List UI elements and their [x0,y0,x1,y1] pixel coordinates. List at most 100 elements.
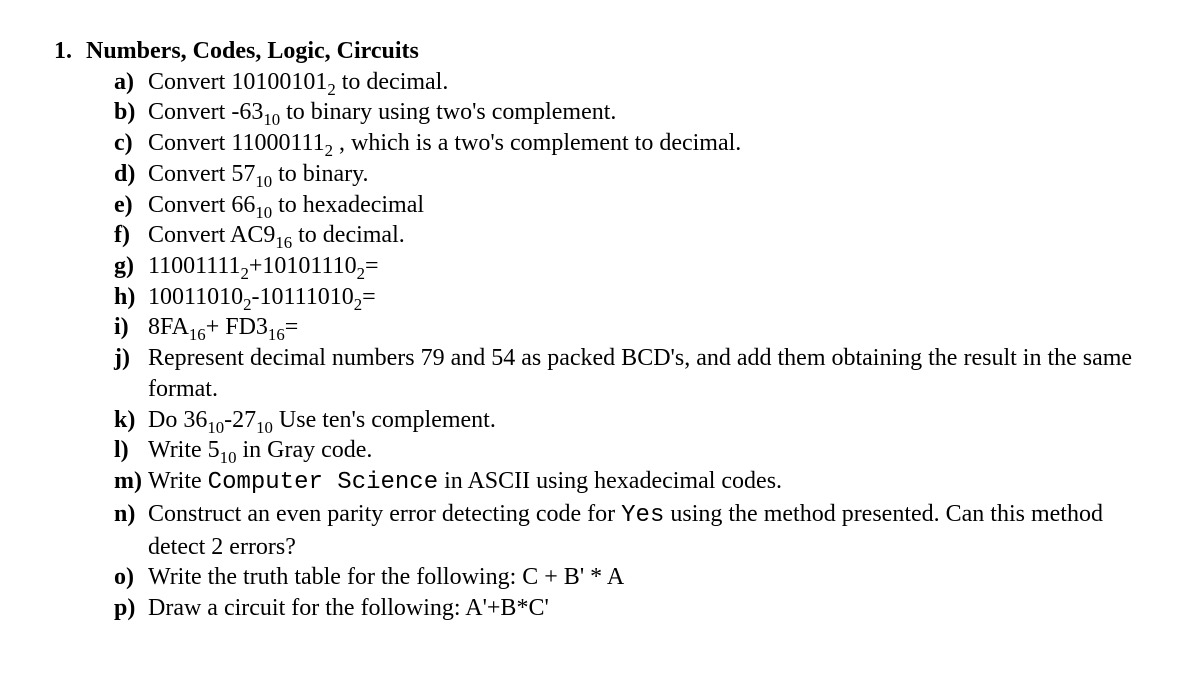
subpart-j: j) Represent decimal numbers 79 and 54 a… [114,343,1146,404]
subpart-text: Convert 5710 to binary. [148,159,1146,190]
number: 10111010 [260,284,354,310]
operator: + [206,314,226,340]
question-title: Numbers, Codes, Logic, Circuits [86,36,419,67]
operator: - [224,407,232,433]
text: in ASCII using hexadecimal codes. [438,468,782,494]
subpart-text: Represent decimal numbers 79 and 54 as p… [148,343,1146,404]
code-text: Computer Science [208,469,438,496]
subscript: 2 [327,80,335,99]
operator: + [249,253,263,279]
subpart-text: Convert -6310 to binary using two's comp… [148,97,1146,128]
text: Do [148,407,183,433]
text: to hexadecimal [272,192,424,218]
text: Convert [148,192,231,218]
text: = [365,253,379,279]
subpart-g: g) 110011112+101011102= [114,251,1146,282]
subpart-marker: p) [114,593,148,624]
number: 11000111 [231,130,324,156]
subpart-b: b) Convert -6310 to binary using two's c… [114,97,1146,128]
subpart-c: c) Convert 110001112 , which is a two's … [114,128,1146,159]
number: 5 [208,437,220,463]
subpart-h: h) 100110102-101110102= [114,282,1146,313]
number: 10100101 [231,69,327,95]
text: in Gray code. [236,437,372,463]
operator: - [252,284,260,310]
number: 57 [231,161,255,187]
subpart-text: 100110102-101110102= [148,282,1146,313]
question-number: 1. [54,36,86,67]
subscript: 2 [354,295,362,314]
text: Convert [148,99,231,125]
text: to decimal. [336,69,449,95]
subpart-text: Convert AC916 to decimal. [148,220,1146,251]
subpart-i: i) 8FA16+ FD316= [114,312,1146,343]
number: 10101110 [262,253,356,279]
subpart-marker: l) [114,435,148,466]
number: AC9 [230,222,275,248]
subpart-marker: h) [114,282,148,313]
subscript: 10 [256,417,273,436]
subpart-marker: d) [114,159,148,190]
text: = [285,314,299,340]
number: 11001111 [148,253,240,279]
subpart-l: l) Write 510 in Gray code. [114,435,1146,466]
subpart-k: k) Do 3610-2710 Use ten's complement. [114,405,1146,436]
question-list: 1. Numbers, Codes, Logic, Circuits a) Co… [54,36,1146,624]
subscript: 10 [255,172,272,191]
number: 66 [231,192,255,218]
subpart-marker: o) [114,562,148,593]
subpart-e: e) Convert 6610 to hexadecimal [114,190,1146,221]
subpart-text: 110011112+101011102= [148,251,1146,282]
number: FD3 [225,314,268,340]
subpart-o: o) Write the truth table for the followi… [114,562,1146,593]
text: = [362,284,376,310]
subpart-n: n) Construct an even parity error detect… [114,499,1146,562]
subpart-text: Convert 101001012 to decimal. [148,67,1146,98]
subpart-marker: a) [114,67,148,98]
code-text: Yes [621,502,664,529]
text: Construct an even parity error detecting… [148,501,621,527]
subpart-marker: g) [114,251,148,282]
subpart-text: Write 510 in Gray code. [148,435,1146,466]
number: 27 [232,407,256,433]
subpart-text: Convert 110001112 , which is a two's com… [148,128,1146,159]
subpart-marker: f) [114,220,148,251]
subpart-d: d) Convert 5710 to binary. [114,159,1146,190]
question-1: 1. Numbers, Codes, Logic, Circuits a) Co… [54,36,1146,624]
subscript: 2 [243,295,251,314]
subscript: 2 [357,264,365,283]
subpart-text: Draw a circuit for the following: A'+B*C… [148,593,1146,624]
subpart-text: Construct an even parity error detecting… [148,499,1146,562]
subpart-marker: k) [114,405,148,436]
subpart-marker: m) [114,466,148,499]
number: 36 [183,407,207,433]
subscript: 2 [240,264,248,283]
subpart-a: a) Convert 101001012 to decimal. [114,67,1146,98]
subpart-list: a) Convert 101001012 to decimal. b) Conv… [54,67,1146,624]
subpart-marker: b) [114,97,148,128]
subpart-marker: e) [114,190,148,221]
subscript: 16 [189,325,206,344]
text: to binary using two's complement. [280,99,616,125]
subscript: 16 [275,233,292,252]
subpart-p: p) Draw a circuit for the following: A'+… [114,593,1146,624]
subpart-marker: c) [114,128,148,159]
subpart-marker: i) [114,312,148,343]
text: Convert [148,161,231,187]
subpart-marker: j) [114,343,148,404]
text: to decimal. [292,222,405,248]
text: Write [148,468,208,494]
subpart-f: f) Convert AC916 to decimal. [114,220,1146,251]
subscript: 2 [325,141,333,160]
subscript: 10 [263,110,280,129]
text: Write [148,437,208,463]
subpart-text: Convert 6610 to hexadecimal [148,190,1146,221]
text: Convert [148,69,231,95]
subpart-text: Write the truth table for the following:… [148,562,1146,593]
subscript: 10 [220,448,237,467]
page: 1. Numbers, Codes, Logic, Circuits a) Co… [0,0,1200,660]
subscript: 10 [255,202,272,221]
subpart-marker: n) [114,499,148,562]
text: , which is a two's complement to decimal… [333,130,741,156]
subpart-text: Write Computer Science in ASCII using he… [148,466,1146,499]
